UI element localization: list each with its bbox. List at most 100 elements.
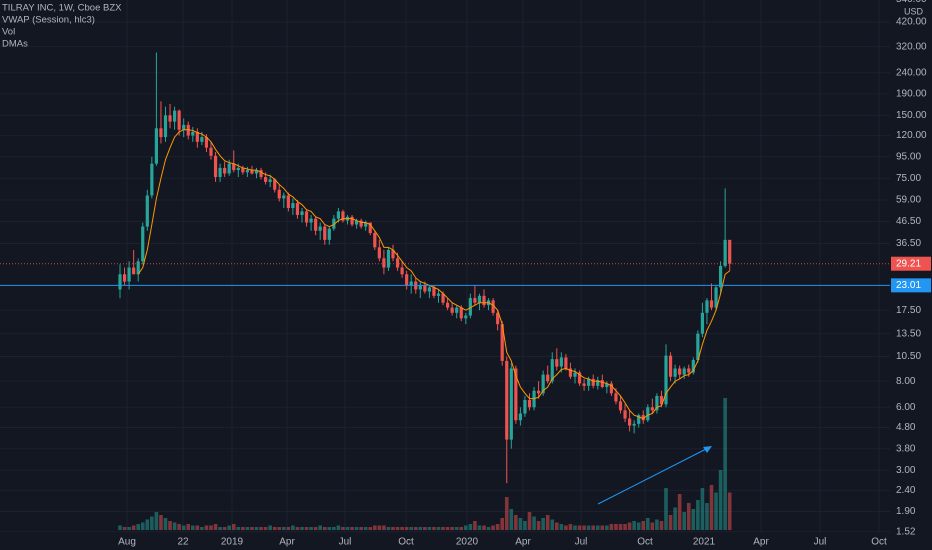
y-tick-label: 8.00 — [896, 376, 916, 387]
volume-bar — [464, 525, 468, 530]
volume-bar — [504, 497, 509, 530]
x-tick-label: Oct — [871, 537, 887, 548]
candle-body — [127, 267, 131, 282]
candle-body — [136, 261, 140, 275]
volume-bar — [227, 525, 231, 530]
candle-body — [405, 274, 409, 286]
indicator-label[interactable]: VWAP (Session, hlc3) — [2, 15, 95, 26]
volume-bar — [623, 524, 627, 530]
candle-body — [505, 360, 509, 440]
candle-body — [418, 285, 422, 290]
symbol-title[interactable]: TILRAY INC, 1W, Cboe BZX — [2, 3, 122, 14]
candle-body — [427, 287, 431, 292]
volume-bar — [395, 527, 400, 530]
candle-body — [309, 218, 313, 223]
volume-bar — [454, 527, 459, 530]
volume-bar — [636, 522, 641, 530]
candle-body — [446, 302, 450, 308]
candle-body — [223, 167, 227, 174]
volume-bar — [459, 527, 464, 530]
volume-bar — [432, 527, 436, 530]
candle-body — [705, 300, 709, 313]
volume-bar — [172, 522, 177, 530]
candle-body — [382, 258, 386, 268]
volume-bar — [222, 527, 227, 530]
volume-bar — [714, 492, 718, 530]
candle-body — [200, 137, 204, 142]
y-tick-label: 3.80 — [896, 443, 916, 454]
volume-bar — [386, 527, 391, 530]
candle-body — [268, 179, 272, 182]
candle-body — [332, 218, 336, 229]
candle-body — [655, 395, 659, 411]
volume-bar — [373, 525, 377, 530]
volume-bar — [591, 525, 595, 530]
candle-body — [564, 357, 568, 369]
volume-bar — [536, 521, 541, 530]
candle-body — [550, 359, 554, 382]
candle-body — [282, 195, 286, 199]
candle-body — [250, 170, 254, 174]
volume-bar — [609, 524, 614, 530]
volume-bar — [168, 521, 172, 530]
candle-body — [546, 374, 550, 382]
volume-bar — [441, 527, 445, 530]
volume-bar — [291, 525, 295, 530]
volume-bar — [118, 525, 122, 530]
volume-bar — [218, 527, 222, 530]
x-tick-label: Apr — [515, 537, 531, 548]
y-tick-label: 150.00 — [896, 110, 927, 121]
candle-body — [395, 258, 400, 268]
indicator-label[interactable]: DMAs — [2, 39, 28, 50]
x-tick-label: Jul — [814, 537, 827, 548]
volume-bar — [677, 494, 682, 530]
volume-bar — [705, 503, 709, 530]
volume-bar — [259, 527, 263, 530]
candle-body — [355, 220, 359, 225]
volume-bar — [295, 527, 300, 530]
candle-body — [241, 167, 245, 173]
volume-bar — [318, 525, 322, 530]
candle-body — [441, 293, 445, 303]
grid-layer — [0, 0, 890, 533]
candle-body — [259, 170, 263, 177]
x-tick-label: Oct — [637, 537, 653, 548]
volume-bar — [655, 519, 659, 530]
volume-bar — [500, 518, 504, 530]
volume-bar — [272, 527, 277, 530]
volume-bar — [418, 527, 423, 530]
volume-bar — [650, 522, 655, 530]
candle-body — [559, 357, 563, 367]
candle-body — [691, 360, 695, 373]
volume-bar — [450, 527, 454, 530]
volume-bar — [555, 522, 559, 530]
volume-bar — [177, 524, 181, 530]
candle-body — [668, 355, 673, 377]
candle-body — [182, 124, 186, 130]
candle-body — [359, 220, 363, 227]
candle-body — [314, 218, 318, 231]
x-tick-label: Oct — [398, 537, 414, 548]
candle-body — [364, 222, 368, 227]
volume-bar — [700, 488, 705, 530]
volume-bar — [186, 524, 191, 530]
volume-bar — [245, 527, 250, 530]
y-tick-label: 10.50 — [896, 351, 921, 362]
y-tick-label: 46.50 — [896, 216, 921, 227]
volume-bar — [127, 527, 131, 530]
volume-bar — [509, 509, 514, 530]
candle-body — [273, 179, 277, 190]
candle-body — [118, 274, 122, 290]
x-tick-label: 2019 — [221, 537, 244, 548]
indicator-label[interactable]: Vol — [2, 27, 15, 38]
y-tick-label: 6.00 — [896, 402, 916, 413]
candle-body — [473, 298, 477, 303]
volume-bar — [241, 527, 245, 530]
candle-body — [291, 203, 295, 208]
volume-bar — [413, 527, 418, 530]
y-tick-label: 1.90 — [896, 506, 916, 517]
candle-body — [163, 115, 168, 138]
y-tick-label: 59.00 — [896, 195, 921, 206]
volume-bar — [696, 500, 700, 530]
